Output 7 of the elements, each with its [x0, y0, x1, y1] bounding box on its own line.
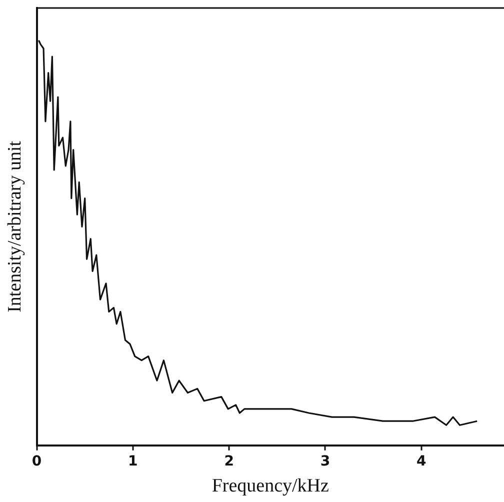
x-tick-label: 4	[416, 453, 426, 470]
x-axis-title: Frequency/kHz	[212, 476, 329, 497]
x-tick-label: 3	[320, 453, 330, 470]
x-tick-label: 0	[32, 453, 42, 470]
y-axis-title: Intensity/arbitrary unit	[4, 140, 26, 312]
x-tick-label: 1	[128, 453, 138, 470]
x-tick-label: 2	[224, 453, 234, 470]
